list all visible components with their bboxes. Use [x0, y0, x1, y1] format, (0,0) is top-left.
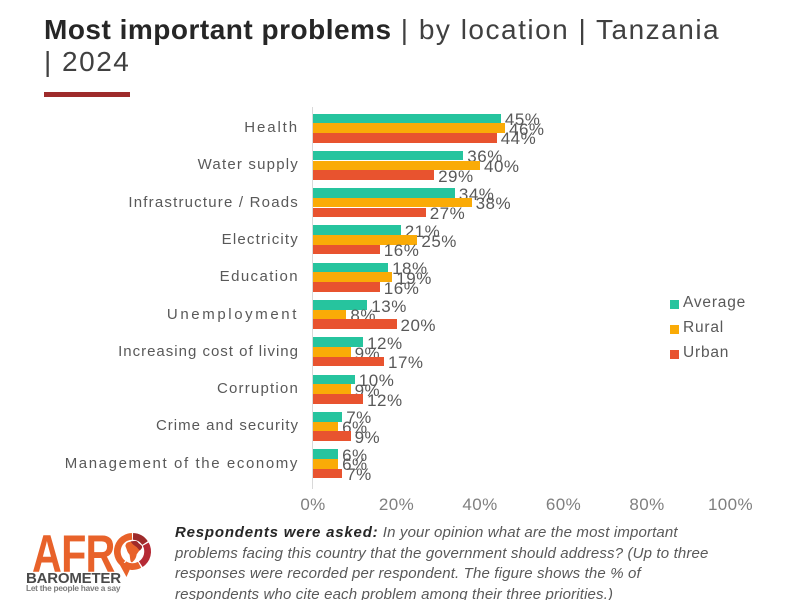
svg-text:BAROMETER: BAROMETER — [26, 570, 121, 587]
svg-text:Let the people have a say: Let the people have a say — [26, 583, 121, 593]
svg-text:AFR: AFR — [32, 525, 115, 584]
